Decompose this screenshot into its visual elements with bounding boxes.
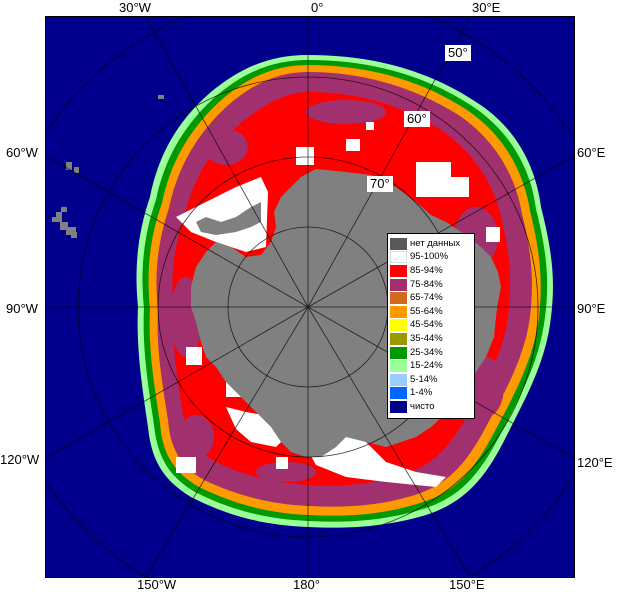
legend-swatch: [390, 251, 407, 264]
legend-label: 15-24%: [410, 360, 443, 372]
legend-swatch: [390, 319, 407, 332]
legend-swatch: [390, 400, 407, 413]
lon-label-top-30w: 30°W: [119, 0, 151, 15]
lon-label-top-0: 0°: [311, 0, 324, 15]
legend-swatch: [390, 332, 407, 345]
lat-label-70: 70°: [367, 176, 393, 192]
antarctic-peninsula: [196, 202, 261, 235]
legend-label: 35-44%: [410, 332, 443, 344]
meridian-lines: [46, 17, 574, 577]
legend-label: 45-54%: [410, 319, 443, 331]
lon-label-right-90e: 90°E: [577, 301, 606, 316]
legend-swatch: [390, 305, 407, 318]
lon-label-bottom-150w: 150°W: [137, 577, 177, 592]
legend-item: 65-74%: [390, 291, 472, 305]
sea-ice-map: нет данных 95-100% 85-94% 75-84% 65-74% 55-64…: [45, 16, 575, 578]
lon-label-bottom-180: 180°: [293, 577, 320, 592]
legend-label: 1-4%: [410, 387, 433, 399]
legend-swatch: [390, 387, 407, 400]
legend-item: 35-44%: [390, 332, 472, 346]
lon-label-left-120w: 120°W: [0, 452, 40, 467]
legend-label: 95-100%: [410, 251, 449, 263]
legend-swatch: [390, 237, 407, 250]
ice-patches-75: [170, 100, 504, 482]
legend-item: нет данных: [390, 237, 472, 251]
legend-label: 5-14%: [410, 373, 438, 385]
legend-item: чисто: [390, 400, 472, 414]
legend-label: 75-84%: [410, 278, 443, 290]
legend-label: нет данных: [410, 237, 461, 249]
legend-label: 55-64%: [410, 305, 443, 317]
legend-swatch: [390, 278, 407, 291]
lon-label-left-60w: 60°W: [6, 145, 38, 160]
south-america-land: [52, 95, 164, 238]
lon-label-left-90w: 90°W: [6, 301, 38, 316]
legend-item: 55-64%: [390, 305, 472, 319]
map-canvas: [46, 17, 574, 577]
legend-swatch: [390, 346, 407, 359]
legend-label: 25-34%: [410, 346, 443, 358]
legend-item: 25-34%: [390, 346, 472, 360]
legend-item: 85-94%: [390, 264, 472, 278]
lon-label-right-60e: 60°E: [577, 145, 606, 160]
legend: нет данных 95-100% 85-94% 75-84% 65-74% 55-64…: [387, 233, 475, 419]
lat-label-60: 60°: [404, 111, 430, 127]
lon-label-bottom-150e: 150°E: [449, 577, 485, 592]
legend-item: 75-84%: [390, 278, 472, 292]
legend-swatch: [390, 292, 407, 305]
lon-label-top-30e: 30°E: [472, 0, 501, 15]
legend-swatch: [390, 264, 407, 277]
legend-swatch: [390, 373, 407, 386]
lon-label-right-120e: 120°E: [577, 455, 613, 470]
legend-label: 65-74%: [410, 292, 443, 304]
lat-label-50: 50°: [445, 45, 471, 61]
legend-swatch: [390, 360, 407, 373]
legend-item: 45-54%: [390, 319, 472, 333]
legend-item: 15-24%: [390, 359, 472, 373]
legend-item: 1-4%: [390, 387, 472, 401]
legend-item: 95-100%: [390, 251, 472, 265]
legend-label: 85-94%: [410, 264, 443, 276]
legend-label: чисто: [410, 400, 435, 412]
legend-item: 5-14%: [390, 373, 472, 387]
